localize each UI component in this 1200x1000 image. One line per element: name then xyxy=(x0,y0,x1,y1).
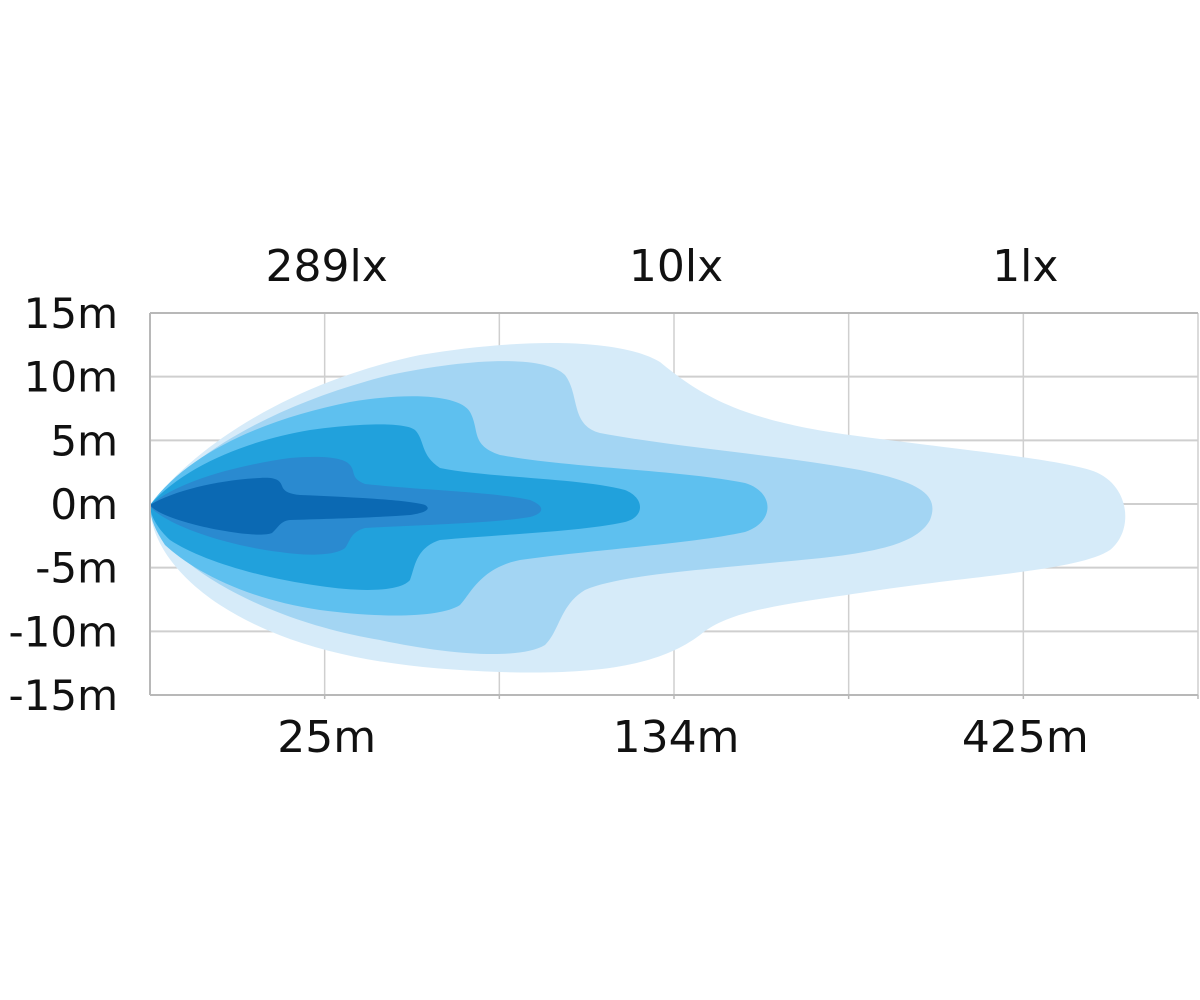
y-tick-label: -5m xyxy=(35,544,118,593)
distance-label: 25m xyxy=(277,712,376,763)
y-tick-label: 0m xyxy=(50,480,118,529)
axes xyxy=(149,312,1199,699)
illuminance-label: 10lx xyxy=(629,241,723,292)
beam-layer-6 xyxy=(150,477,428,535)
y-tick-label: -10m xyxy=(8,607,118,656)
distance-label: 425m xyxy=(962,712,1089,763)
distance-labels: 25m 134m 425m xyxy=(277,712,1089,763)
illuminance-labels: 289lx 10lx 1lx xyxy=(266,241,1059,292)
illuminance-label: 289lx xyxy=(266,241,388,292)
y-tick-label: 15m xyxy=(24,289,118,338)
beam-pattern xyxy=(150,343,1126,673)
illuminance-label: 1lx xyxy=(992,241,1058,292)
y-tick-label: -15m xyxy=(8,671,118,720)
y-axis-labels: 15m 10m 5m 0m -5m -10m -15m xyxy=(8,289,118,720)
y-tick-label: 10m xyxy=(24,353,118,402)
distance-label: 134m xyxy=(613,712,740,763)
y-tick-label: 5m xyxy=(50,416,118,465)
